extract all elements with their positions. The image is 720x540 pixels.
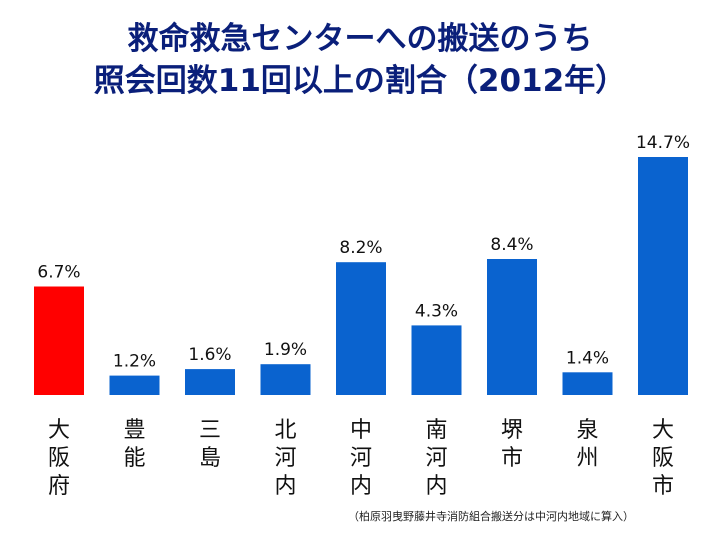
bar-泉州 — [562, 372, 613, 395]
category-label-堺市: 堺市 — [501, 418, 523, 471]
chart-title-line-1: 救命救急センターへの搬送のうち — [127, 21, 593, 57]
bar-南河内 — [411, 325, 462, 395]
category-label-三島: 三島 — [199, 418, 221, 471]
bar-中河内 — [336, 262, 386, 395]
chart-title-line-2: 照会回数11回以上の割合（2012年） — [93, 63, 627, 99]
value-label-豊能: 1.2% — [113, 352, 156, 372]
category-label-泉州: 泉州 — [576, 418, 598, 471]
bar-三島 — [185, 369, 235, 395]
value-label-北河内: 1.9% — [264, 340, 307, 360]
value-label-堺市: 8.4% — [490, 235, 533, 255]
chart-title: 救命救急センターへの搬送のうち 照会回数11回以上の割合（2012年） — [0, 18, 720, 102]
category-label-北河内: 北河内 — [274, 418, 296, 499]
value-label-三島: 1.6% — [188, 345, 231, 365]
category-label-中河内: 中河内 — [350, 418, 372, 499]
bar-堺市 — [487, 259, 537, 395]
bar-豊能 — [109, 375, 160, 395]
category-label-大阪府: 大阪府 — [48, 418, 70, 499]
category-label-豊能: 豊能 — [123, 418, 145, 471]
value-label-中河内: 8.2% — [339, 238, 382, 258]
category-label-大阪市: 大阪市 — [652, 418, 674, 499]
value-label-大阪市: 14.7% — [636, 133, 690, 153]
category-label-南河内: 南河内 — [425, 418, 447, 499]
bar-大阪市 — [638, 157, 688, 395]
footnote: （柏原羽曳野藤井寺消防組合搬送分は中河内地域に算入） — [348, 510, 634, 523]
bar-大阪府 — [34, 286, 84, 395]
value-label-大阪府: 6.7% — [37, 263, 80, 283]
bar-北河内 — [260, 364, 311, 395]
value-label-南河内: 4.3% — [415, 301, 458, 321]
value-label-泉州: 1.4% — [566, 348, 609, 368]
